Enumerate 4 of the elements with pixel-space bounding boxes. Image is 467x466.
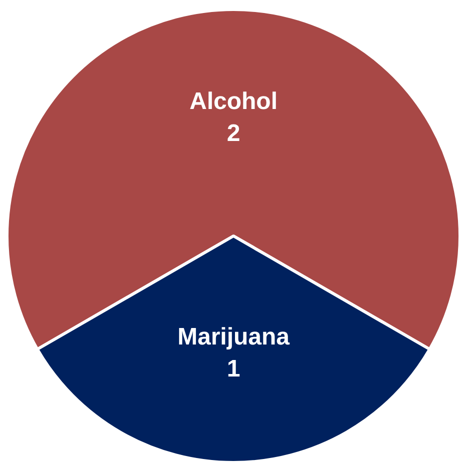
- data-label: 1: [226, 355, 240, 382]
- slice-label: Alcohol: [190, 88, 278, 115]
- data-label: 2: [226, 120, 240, 147]
- slice-label: Marijuana: [177, 323, 290, 350]
